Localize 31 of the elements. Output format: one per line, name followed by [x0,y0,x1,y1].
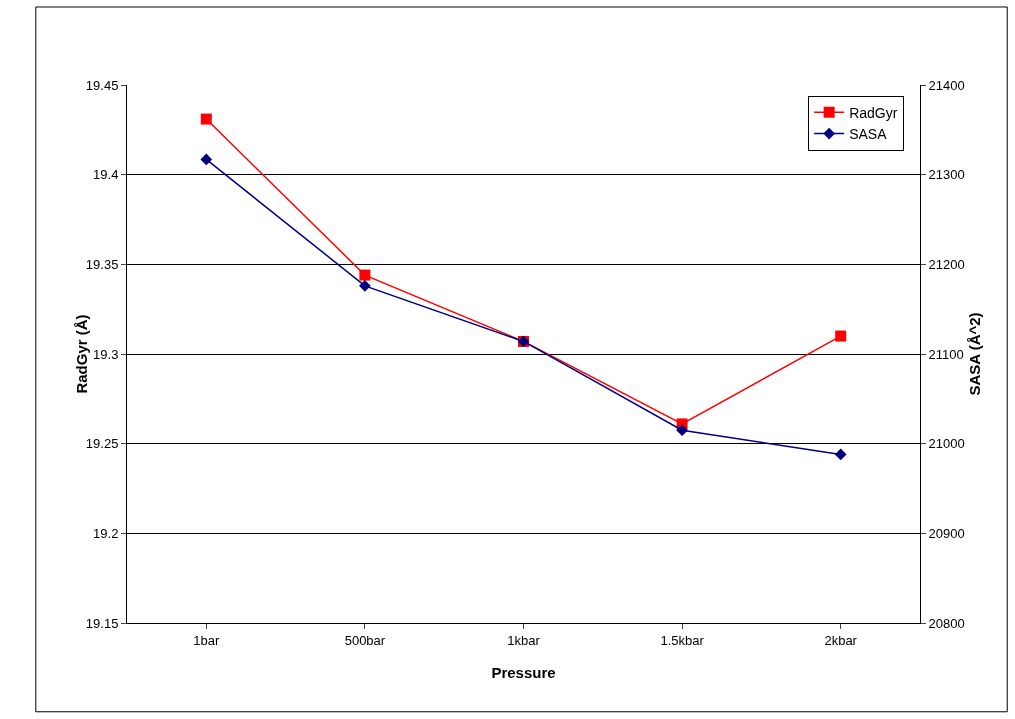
y2-tick-label: 21100 [928,346,964,362]
y2-tick-label: 21000 [928,436,965,452]
y-tick-label: 19.35 [85,256,119,272]
point [200,113,212,125]
x-tick-label: 500bar [344,632,386,648]
point [676,424,688,437]
y-tick-label: 19.45 [85,77,119,93]
legend-label: RadGyr [849,104,898,121]
y-tick-label: 19.25 [85,436,119,452]
point [834,448,847,461]
y2-tick-label: 21400 [928,77,965,93]
y2-tick-label: 21300 [928,167,965,183]
y-tick-label: 19.4 [93,167,119,183]
y-tick-label: 19.15 [85,615,119,631]
point [359,269,371,281]
x-axis-title: Pressure [491,664,556,681]
y-tick-label: 19.2 [93,525,119,541]
x-tick-label: 1kbar [507,632,541,648]
point [359,280,371,292]
x-tick-label: 1bar [193,632,220,648]
point [200,153,213,166]
y-axis-title: RadGyr (Å) [73,314,90,394]
y2-tick-label: 21200 [928,256,965,272]
y2-tick-label: 20800 [928,615,965,631]
y2-axis-title: SASA (Å^2) [965,312,983,396]
y2-tick-label: 20900 [928,525,965,541]
point [835,330,847,342]
x-tick-label: 2kbar [824,632,858,648]
y-tick-label: 19.3 [93,346,119,362]
legend-label: SASA [849,126,888,143]
x-tick-label: 1.5kbar [660,632,705,648]
